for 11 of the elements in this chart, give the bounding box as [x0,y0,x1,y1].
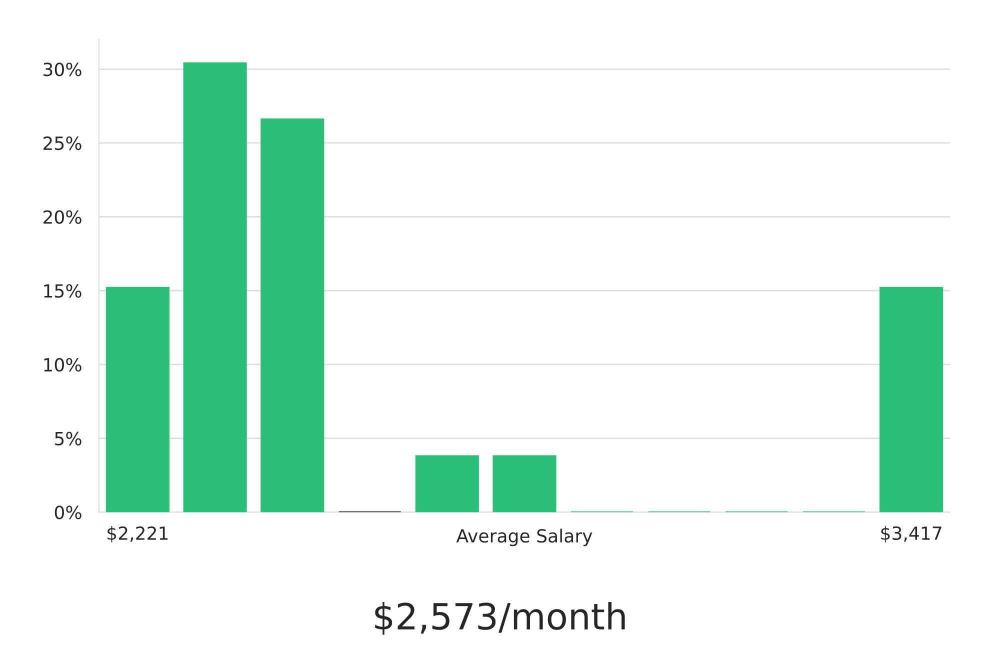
y-tick-label: 5% [55,432,82,446]
x-axis-title: Average Salary [456,528,592,546]
y-tick-label: 25% [44,136,82,150]
x-tick-label: $3,417 [881,526,942,542]
x-tick-label: $2,221 [108,526,168,542]
y-tick-label: 15% [44,284,82,298]
y-tick-label: 30% [44,62,82,76]
y-tick-label: 20% [44,210,82,224]
y-tick-label: 0% [54,506,82,520]
text: $2,573/month [375,602,625,635]
y-tick-label: 10% [44,358,82,372]
